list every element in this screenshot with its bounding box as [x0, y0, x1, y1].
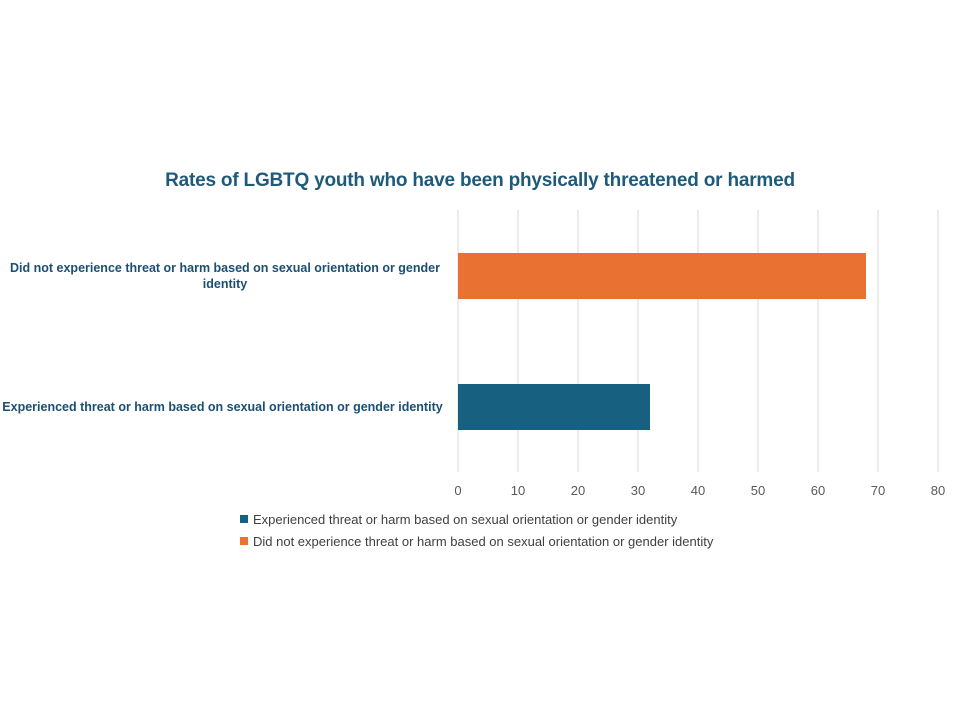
x-tick-label-10: 10	[511, 483, 525, 498]
legend-label-did-not-experience: Did not experience threat or harm based …	[253, 533, 714, 549]
x-tick-label-30: 30	[631, 483, 645, 498]
legend-label-experienced: Experienced threat or harm based on sexu…	[253, 511, 678, 527]
x-tick-label-0: 0	[454, 483, 461, 498]
x-tick-label-20: 20	[571, 483, 585, 498]
bar-did-not-experience	[458, 253, 866, 299]
bar-experienced	[458, 384, 650, 430]
category-label-experienced: Experienced threat or harm based on sexu…	[2, 400, 443, 414]
x-tick-label-60: 60	[811, 483, 825, 498]
legend-item-experienced: Experienced threat or harm based on sexu…	[240, 508, 713, 530]
x-tick-label-70: 70	[871, 483, 885, 498]
legend-swatch-experienced	[240, 515, 248, 523]
legend: Experienced threat or harm based on sexu…	[240, 508, 713, 552]
legend-swatch-did-not-experience	[240, 537, 248, 545]
chart-title: Rates of LGBTQ youth who have been physi…	[165, 170, 795, 191]
x-tick-label-80: 80	[931, 483, 945, 498]
legend-item-did-not-experience: Did not experience threat or harm based …	[240, 530, 713, 552]
x-tick-label-40: 40	[691, 483, 705, 498]
category-label-did-not-experience: Did not experience threat or harm based …	[10, 261, 440, 291]
x-tick-label-50: 50	[751, 483, 765, 498]
